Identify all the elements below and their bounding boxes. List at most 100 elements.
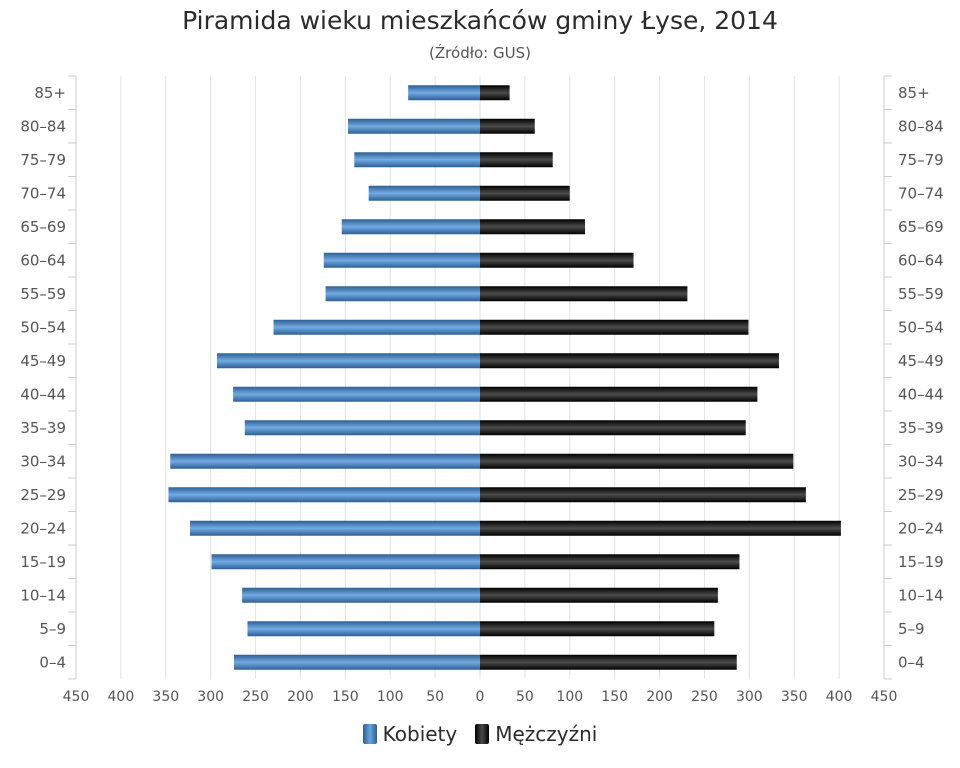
bar-kobiety[interactable] <box>348 118 480 134</box>
category-label-left: 75–79 <box>20 151 66 169</box>
category-label-right: 0–4 <box>898 653 925 671</box>
legend-label-mezczyzni: Mężczyźni <box>495 722 598 746</box>
x-tick-label: 250 <box>242 689 269 705</box>
category-label-right: 5–9 <box>898 620 925 638</box>
bar-kobiety[interactable] <box>242 587 480 603</box>
bar-kobiety[interactable] <box>216 353 480 369</box>
bar-kobiety[interactable] <box>247 621 480 637</box>
bar-kobiety[interactable] <box>341 219 480 235</box>
bar-mezczyzni[interactable] <box>480 185 570 201</box>
bar-kobiety[interactable] <box>170 453 480 469</box>
category-label-left: 50–54 <box>20 318 66 336</box>
bar-mezczyzni[interactable] <box>480 420 746 436</box>
x-tick-label: 400 <box>826 689 853 705</box>
bar-mezczyzni[interactable] <box>480 353 779 369</box>
category-label-right: 25–29 <box>898 486 944 504</box>
bar-kobiety[interactable] <box>323 252 480 268</box>
category-label-right: 20–24 <box>898 519 944 537</box>
category-label-left: 40–44 <box>20 385 66 403</box>
bar-kobiety[interactable] <box>211 554 480 570</box>
category-label-left: 5–9 <box>39 620 66 638</box>
bar-mezczyzni[interactable] <box>480 118 535 134</box>
x-tick-label: 50 <box>426 689 444 705</box>
bar-kobiety[interactable] <box>325 286 480 302</box>
category-label-right: 15–19 <box>898 553 944 571</box>
category-label-left: 45–49 <box>20 352 66 370</box>
bar-kobiety[interactable] <box>190 520 481 536</box>
blue-swatch-icon <box>362 724 377 744</box>
category-label-left: 15–19 <box>20 553 66 571</box>
bar-kobiety[interactable] <box>354 152 480 168</box>
bar-mezczyzni[interactable] <box>480 319 749 335</box>
x-tick-label: 350 <box>152 689 179 705</box>
x-tick-label: 100 <box>556 689 583 705</box>
x-tick-label: 200 <box>287 689 314 705</box>
category-label-left: 60–64 <box>20 251 66 269</box>
x-tick-label: 300 <box>736 689 763 705</box>
bar-mezczyzni[interactable] <box>480 520 841 536</box>
black-swatch-icon <box>475 724 490 744</box>
x-tick-label: 0 <box>476 689 485 705</box>
category-label-left: 10–14 <box>20 586 66 604</box>
x-tick-label: 450 <box>871 689 898 705</box>
bar-kobiety[interactable] <box>233 386 480 402</box>
category-label-right: 30–34 <box>898 452 944 470</box>
bar-kobiety[interactable] <box>234 654 480 670</box>
category-label-right: 50–54 <box>898 318 944 336</box>
legend-item-mezczyzni[interactable]: Mężczyźni <box>475 722 597 746</box>
category-label-right: 75–79 <box>898 151 944 169</box>
category-label-right: 70–74 <box>898 184 944 202</box>
category-label-left: 30–34 <box>20 452 66 470</box>
x-tick-label: 250 <box>691 689 718 705</box>
legend-item-kobiety[interactable]: Kobiety <box>362 722 457 746</box>
x-tick-label: 200 <box>646 689 673 705</box>
category-label-left: 35–39 <box>20 419 66 437</box>
bar-mezczyzni[interactable] <box>480 453 794 469</box>
category-label-right: 60–64 <box>898 251 944 269</box>
x-tick-label: 150 <box>601 689 628 705</box>
bar-mezczyzni[interactable] <box>480 554 740 570</box>
bar-mezczyzni[interactable] <box>480 621 715 637</box>
bar-mezczyzni[interactable] <box>480 219 586 235</box>
category-label-left: 55–59 <box>20 285 66 303</box>
axes: 450 400 350 300 250 200 150 100 50 0 50 100 150 200 25… <box>20 75 944 705</box>
bar-mezczyzni[interactable] <box>480 286 688 302</box>
bar-mezczyzni[interactable] <box>480 487 806 503</box>
chart-title: Piramida wieku mieszkańców gminy Łyse, 2… <box>182 6 778 35</box>
category-label-left: 65–69 <box>20 218 66 236</box>
bar-mezczyzni[interactable] <box>480 386 758 402</box>
x-tick-label: 100 <box>377 689 404 705</box>
category-label-right: 55–59 <box>898 285 944 303</box>
x-tick-label: 400 <box>108 689 135 705</box>
bar-kobiety[interactable] <box>273 319 480 335</box>
category-label-left: 70–74 <box>20 184 66 202</box>
x-tick-label: 450 <box>63 689 90 705</box>
category-label-right: 10–14 <box>898 586 944 604</box>
category-label-right: 45–49 <box>898 352 944 370</box>
category-label-right: 65–69 <box>898 218 944 236</box>
x-tick-label: 350 <box>781 689 808 705</box>
legend: Kobiety Mężczyźni <box>0 722 960 746</box>
bars <box>168 85 841 670</box>
x-tick-label: 50 <box>516 689 534 705</box>
category-label-right: 35–39 <box>898 419 944 437</box>
bar-mezczyzni[interactable] <box>480 152 553 168</box>
chart-subtitle: (Źródło: GUS) <box>429 44 531 62</box>
x-tick-label: 300 <box>197 689 224 705</box>
bar-mezczyzni[interactable] <box>480 85 510 101</box>
category-label-left: 80–84 <box>20 117 66 135</box>
category-label-left: 85+ <box>34 84 66 102</box>
bar-kobiety[interactable] <box>368 185 480 201</box>
x-tick-label: 150 <box>332 689 359 705</box>
category-label-left: 0–4 <box>39 653 66 671</box>
category-label-right: 40–44 <box>898 385 944 403</box>
bar-mezczyzni[interactable] <box>480 654 737 670</box>
bar-kobiety[interactable] <box>244 420 480 436</box>
category-label-left: 25–29 <box>20 486 66 504</box>
category-label-right: 80–84 <box>898 117 944 135</box>
bar-mezczyzni[interactable] <box>480 252 634 268</box>
bar-kobiety[interactable] <box>168 487 480 503</box>
bar-mezczyzni[interactable] <box>480 587 718 603</box>
bar-kobiety[interactable] <box>408 85 480 101</box>
